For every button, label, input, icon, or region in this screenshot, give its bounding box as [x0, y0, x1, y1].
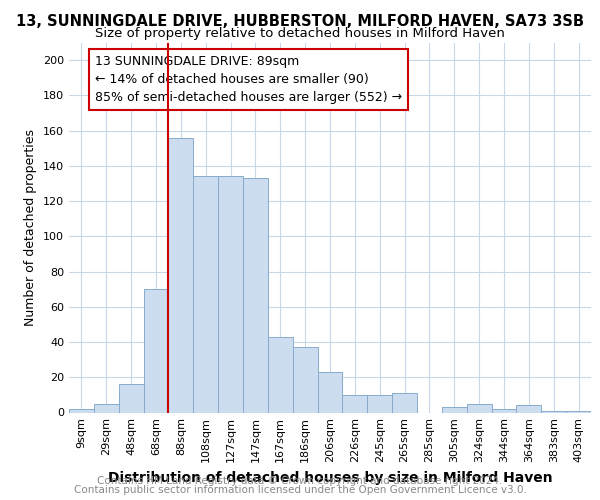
Bar — [566, 410, 591, 412]
Bar — [442, 407, 467, 412]
Bar — [467, 404, 491, 412]
Text: 13, SUNNINGDALE DRIVE, HUBBERSTON, MILFORD HAVEN, SA73 3SB: 13, SUNNINGDALE DRIVE, HUBBERSTON, MILFO… — [16, 14, 584, 29]
Bar — [491, 409, 517, 412]
Bar — [143, 289, 169, 412]
X-axis label: Distribution of detached houses by size in Milford Haven: Distribution of detached houses by size … — [107, 470, 553, 484]
Bar — [293, 348, 317, 412]
Bar — [94, 404, 119, 412]
Text: Size of property relative to detached houses in Milford Haven: Size of property relative to detached ho… — [95, 28, 505, 40]
Bar — [517, 406, 541, 412]
Bar — [69, 409, 94, 412]
Text: Contains HM Land Registry data © Crown copyright and database right 2024.: Contains HM Land Registry data © Crown c… — [97, 476, 503, 486]
Bar — [541, 410, 566, 412]
Bar — [169, 138, 193, 412]
Bar — [268, 336, 293, 412]
Bar — [243, 178, 268, 412]
Text: Contains public sector information licensed under the Open Government Licence v3: Contains public sector information licen… — [74, 485, 526, 495]
Bar — [119, 384, 143, 412]
Bar — [392, 393, 417, 412]
Text: 13 SUNNINGDALE DRIVE: 89sqm
← 14% of detached houses are smaller (90)
85% of sem: 13 SUNNINGDALE DRIVE: 89sqm ← 14% of det… — [95, 55, 402, 104]
Bar — [367, 395, 392, 412]
Bar — [317, 372, 343, 412]
Y-axis label: Number of detached properties: Number of detached properties — [25, 129, 37, 326]
Bar — [343, 395, 367, 412]
Bar — [218, 176, 243, 412]
Bar — [193, 176, 218, 412]
